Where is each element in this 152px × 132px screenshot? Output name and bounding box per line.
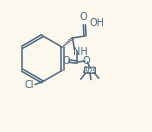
Text: OH: OH	[89, 18, 104, 28]
Text: Abs: Abs	[83, 66, 97, 75]
Text: O: O	[80, 12, 88, 22]
Text: NH: NH	[73, 47, 88, 57]
Text: O: O	[63, 56, 70, 66]
Text: Cl: Cl	[25, 80, 34, 90]
Text: O: O	[83, 56, 91, 65]
FancyBboxPatch shape	[85, 67, 95, 73]
